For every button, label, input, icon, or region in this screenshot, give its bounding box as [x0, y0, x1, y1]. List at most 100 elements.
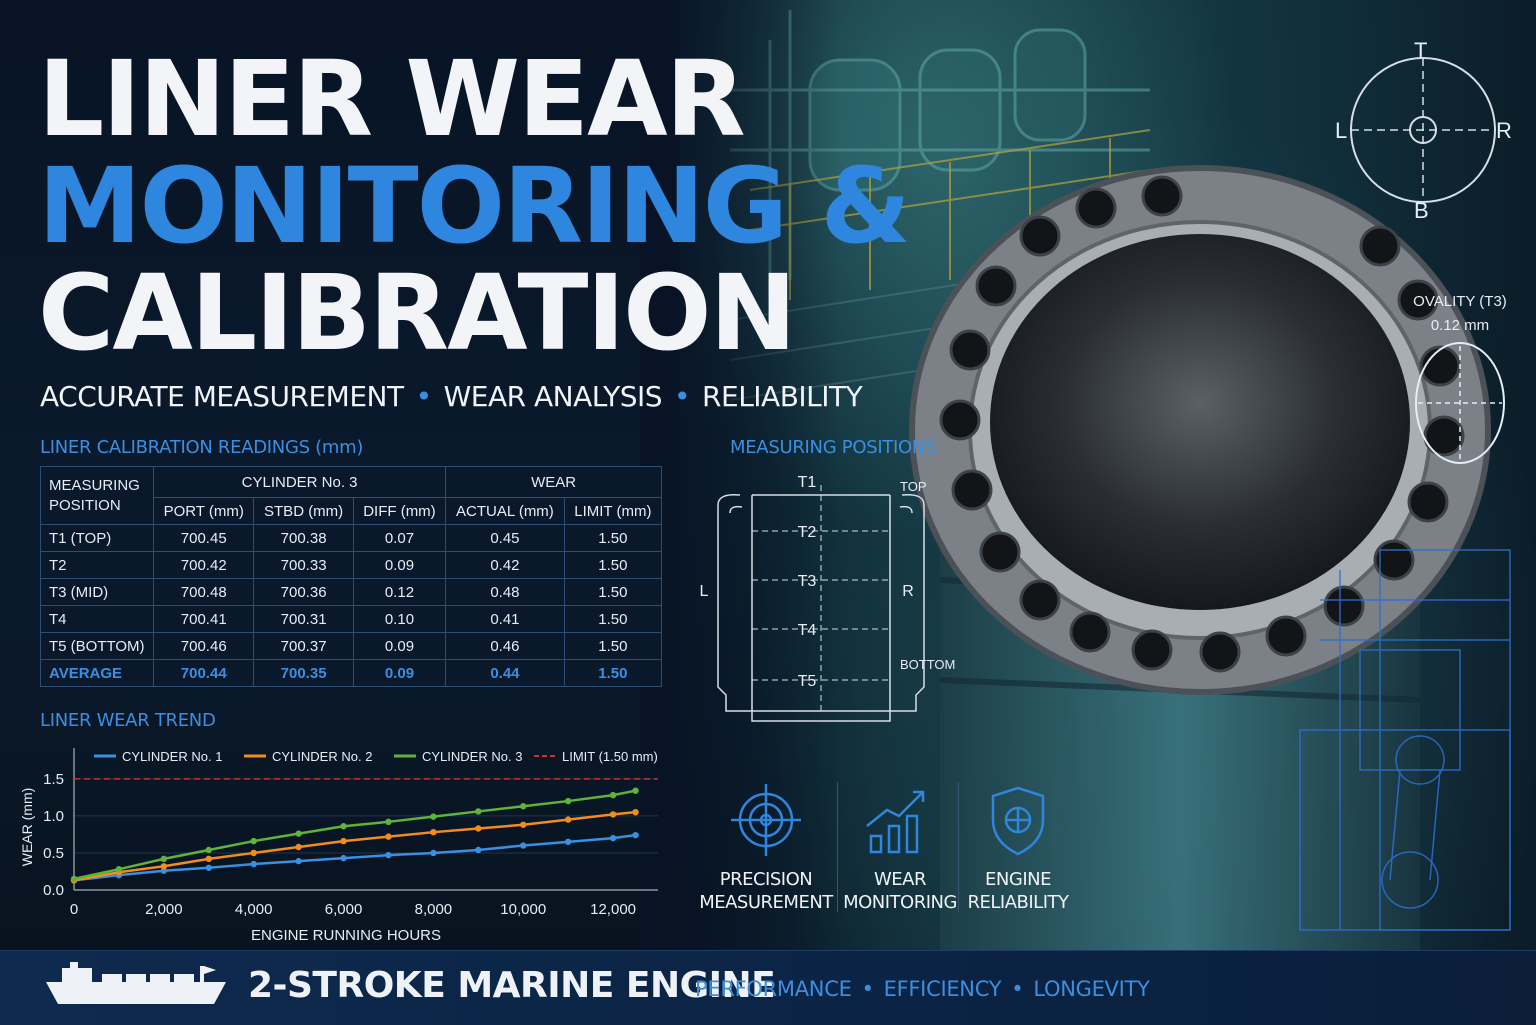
background-fade	[640, 0, 840, 950]
data-point	[475, 846, 482, 854]
separator-dot: •	[1011, 977, 1024, 1001]
data-point	[430, 849, 437, 857]
header-diff: DIFF (mm)	[352, 497, 447, 525]
data-point	[520, 842, 527, 849]
cell-actual: 0.41	[445, 605, 565, 633]
feature-label: ENGINE RELIABILITY	[967, 869, 1069, 913]
target-icon	[731, 784, 801, 856]
data-point	[250, 860, 257, 868]
series-line	[73, 810, 636, 882]
table-row: T3 (MID) 700.48 700.36 0.12 0.48 1.50	[40, 578, 663, 606]
cell-actual: 0.45	[445, 524, 565, 552]
data-point	[632, 787, 639, 794]
series-line	[73, 833, 636, 882]
cell-port: 700.42	[152, 551, 255, 579]
x-tick-label: 6,000	[325, 901, 363, 918]
cell-stbd: 700.38	[253, 524, 354, 552]
positions-title: MEASURING POSITIONS	[730, 437, 937, 458]
data-point	[430, 828, 437, 836]
cell-port: 700.44	[152, 659, 255, 687]
cell-stbd: 700.35	[253, 659, 354, 687]
data-point	[295, 857, 302, 865]
feature-monitoring: WEAR MONITORING	[830, 782, 970, 913]
data-point	[250, 837, 257, 845]
cell-diff: 0.09	[352, 632, 447, 660]
feature-precision: PRECISION MEASUREMENT	[696, 782, 836, 913]
x-tick-label: 12,000	[590, 901, 636, 918]
compass-bottom-label: B	[1414, 198, 1429, 223]
data-point	[160, 855, 168, 863]
data-point	[160, 867, 168, 874]
data-point	[632, 831, 639, 839]
x-tick-label: 0	[70, 901, 78, 918]
compass-diagram	[1350, 57, 1496, 203]
cell-position: T5 (BOTTOM)	[40, 632, 154, 660]
measuring-positions-diagram: T1 T2 T3 T4 T5 L R TOP BOTTOM	[700, 474, 955, 722]
cell-position: AVERAGE	[40, 659, 154, 687]
data-point	[340, 823, 347, 830]
footer-values: PERFORMANCE • EFFICIENCY • LONGEVITY	[695, 977, 1150, 1001]
cell-port: 700.48	[152, 578, 255, 606]
data-point	[385, 851, 392, 859]
legend-label: CYLINDER No. 2	[272, 749, 372, 764]
table-title: LINER CALIBRATION READINGS (mm)	[40, 437, 364, 458]
data-point	[205, 846, 212, 854]
compass-left-label: L	[1335, 118, 1348, 143]
tagline-item: WEAR ANALYSIS	[443, 380, 663, 413]
cell-actual: 0.46	[445, 632, 565, 660]
cell-stbd: 700.33	[253, 551, 354, 579]
data-point	[295, 843, 302, 851]
mark-t5: T5	[798, 673, 817, 690]
data-point	[385, 818, 392, 826]
data-point	[430, 813, 437, 820]
cell-diff: 0.12	[352, 578, 447, 606]
header-port: PORT (mm)	[152, 497, 255, 525]
x-tick-label: 2,000	[145, 901, 183, 918]
cell-diff: 0.09	[352, 551, 447, 579]
data-point	[632, 808, 639, 816]
table-row: T2 700.42 700.33 0.09 0.42 1.50	[40, 551, 663, 579]
compass-right-label: R	[1496, 118, 1512, 143]
header-position: MEASURING POSITION	[40, 466, 154, 525]
cell-stbd: 700.37	[253, 632, 354, 660]
header-stbd: STBD (mm)	[253, 497, 354, 525]
data-point	[160, 863, 168, 870]
cell-limit: 1.50	[563, 605, 663, 633]
data-point	[475, 808, 482, 815]
calibration-table: MEASURING POSITION CYLINDER No. 3 WEAR PO…	[40, 466, 663, 687]
header-cylinder-group: CYLINDER No. 3	[152, 466, 447, 498]
cell-limit: 1.50	[563, 659, 663, 687]
cell-stbd: 700.36	[253, 578, 354, 606]
data-point	[340, 837, 347, 845]
title-line-3: CALIBRATION	[38, 252, 797, 374]
divider	[958, 782, 959, 912]
table-row: T4 700.41 700.31 0.10 0.41 1.50	[40, 605, 663, 633]
data-point	[609, 791, 617, 799]
y-tick-label: 1.0	[43, 808, 64, 825]
footer-value: PERFORMANCE	[695, 977, 852, 1001]
table-row-average: AVERAGE 700.44 700.35 0.09 0.44 1.50	[40, 659, 663, 687]
cell-limit: 1.50	[563, 551, 663, 579]
header-actual: ACTUAL (mm)	[445, 497, 565, 525]
table-row: T5 (BOTTOM) 700.46 700.37 0.09 0.46 1.50	[40, 632, 663, 660]
data-point	[609, 834, 617, 842]
cell-position: T1 (TOP)	[40, 524, 154, 552]
data-point	[205, 864, 212, 871]
legend-label: CYLINDER No. 1	[122, 749, 222, 764]
cell-actual: 0.48	[445, 578, 565, 606]
y-axis-label: WEAR (mm)	[19, 788, 35, 867]
cell-diff: 0.10	[352, 605, 447, 633]
mark-t2: T2	[798, 524, 817, 541]
x-tick-label: 10,000	[500, 901, 546, 918]
data-point	[609, 811, 617, 818]
y-tick-label: 0.0	[43, 882, 64, 899]
x-tick-label: 4,000	[235, 901, 273, 918]
ovality-block: OVALITY (T3) 0.12 mm	[1400, 290, 1520, 338]
cell-limit: 1.50	[563, 632, 663, 660]
trend-title: LINER WEAR TREND	[40, 710, 216, 731]
cell-actual: 0.42	[445, 551, 565, 579]
table-row: T1 (TOP) 700.45 700.38 0.07 0.45 1.50	[40, 524, 663, 552]
footer-value: LONGEVITY	[1033, 977, 1150, 1001]
data-point	[70, 875, 78, 883]
data-point	[115, 866, 123, 873]
